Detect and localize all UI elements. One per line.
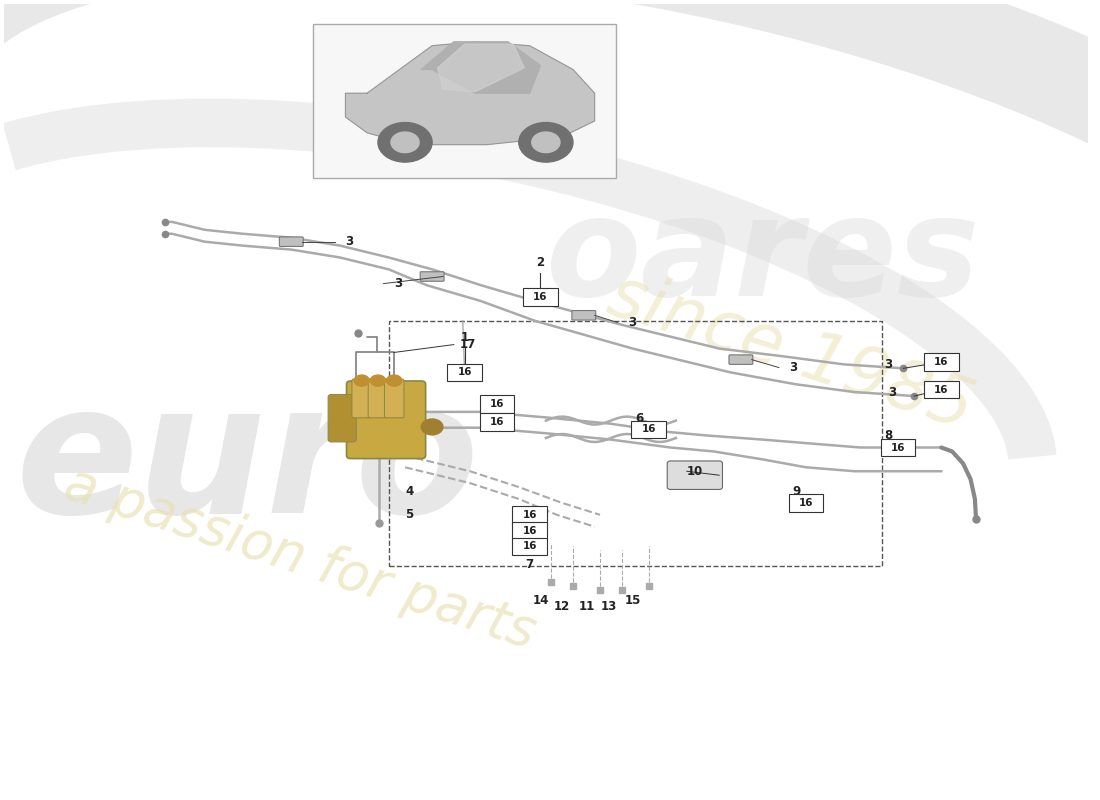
Circle shape bbox=[378, 122, 432, 162]
Text: 4: 4 bbox=[405, 485, 414, 498]
Text: since 1985: since 1985 bbox=[600, 262, 982, 443]
Bar bbox=[312, 24, 616, 178]
Circle shape bbox=[531, 132, 560, 153]
Text: 8: 8 bbox=[884, 429, 892, 442]
Text: 1: 1 bbox=[461, 330, 469, 344]
Bar bbox=[924, 381, 959, 398]
FancyBboxPatch shape bbox=[352, 379, 372, 418]
Bar bbox=[789, 494, 823, 512]
Bar bbox=[513, 538, 547, 555]
Text: 16: 16 bbox=[641, 424, 656, 434]
Text: 3: 3 bbox=[884, 358, 892, 371]
FancyBboxPatch shape bbox=[384, 379, 404, 418]
Text: 16: 16 bbox=[522, 542, 537, 551]
Polygon shape bbox=[438, 44, 525, 92]
Text: 16: 16 bbox=[490, 399, 505, 409]
Polygon shape bbox=[345, 42, 595, 145]
FancyBboxPatch shape bbox=[346, 381, 426, 458]
Text: 5: 5 bbox=[405, 508, 414, 522]
FancyBboxPatch shape bbox=[668, 461, 723, 490]
Text: 15: 15 bbox=[625, 594, 640, 607]
Text: a passion for parts: a passion for parts bbox=[58, 458, 542, 659]
FancyBboxPatch shape bbox=[729, 355, 752, 364]
Circle shape bbox=[371, 375, 385, 386]
Bar bbox=[480, 414, 515, 431]
Bar bbox=[631, 421, 667, 438]
Text: 9: 9 bbox=[792, 485, 801, 498]
Text: 7: 7 bbox=[526, 558, 534, 571]
Text: 12: 12 bbox=[554, 599, 570, 613]
FancyBboxPatch shape bbox=[420, 272, 444, 282]
Text: 3: 3 bbox=[790, 361, 798, 374]
Text: 16: 16 bbox=[934, 385, 948, 394]
FancyBboxPatch shape bbox=[328, 394, 356, 442]
Circle shape bbox=[390, 132, 419, 153]
Text: 16: 16 bbox=[534, 292, 548, 302]
Polygon shape bbox=[421, 42, 540, 94]
Circle shape bbox=[386, 375, 402, 386]
Text: oares: oares bbox=[546, 190, 980, 325]
Text: 13: 13 bbox=[601, 599, 617, 613]
Text: 6: 6 bbox=[635, 412, 643, 425]
Bar bbox=[448, 363, 482, 381]
FancyBboxPatch shape bbox=[572, 310, 596, 320]
Text: euro: euro bbox=[15, 375, 478, 551]
Circle shape bbox=[519, 122, 573, 162]
Bar bbox=[513, 522, 547, 539]
Text: 14: 14 bbox=[532, 594, 549, 607]
Text: 3: 3 bbox=[345, 235, 353, 248]
FancyBboxPatch shape bbox=[279, 237, 304, 246]
Text: 16: 16 bbox=[891, 442, 905, 453]
Bar bbox=[924, 354, 959, 370]
Text: 3: 3 bbox=[628, 316, 636, 329]
Circle shape bbox=[421, 419, 443, 435]
Bar bbox=[881, 438, 915, 456]
Circle shape bbox=[354, 375, 370, 386]
Text: 16: 16 bbox=[490, 417, 505, 427]
Bar bbox=[480, 395, 515, 413]
Text: 10: 10 bbox=[686, 465, 703, 478]
Text: 3: 3 bbox=[888, 386, 895, 398]
Text: 3: 3 bbox=[394, 277, 403, 290]
Text: 2: 2 bbox=[537, 255, 544, 269]
Bar bbox=[513, 506, 547, 523]
Bar bbox=[388, 321, 882, 566]
Text: 16: 16 bbox=[522, 510, 537, 520]
Text: 11: 11 bbox=[579, 599, 595, 613]
Text: 16: 16 bbox=[934, 357, 948, 367]
Text: 16: 16 bbox=[458, 367, 472, 378]
Text: 16: 16 bbox=[522, 526, 537, 536]
Bar bbox=[524, 288, 558, 306]
Text: 17: 17 bbox=[459, 338, 475, 351]
FancyBboxPatch shape bbox=[368, 379, 387, 418]
Text: 16: 16 bbox=[799, 498, 813, 508]
